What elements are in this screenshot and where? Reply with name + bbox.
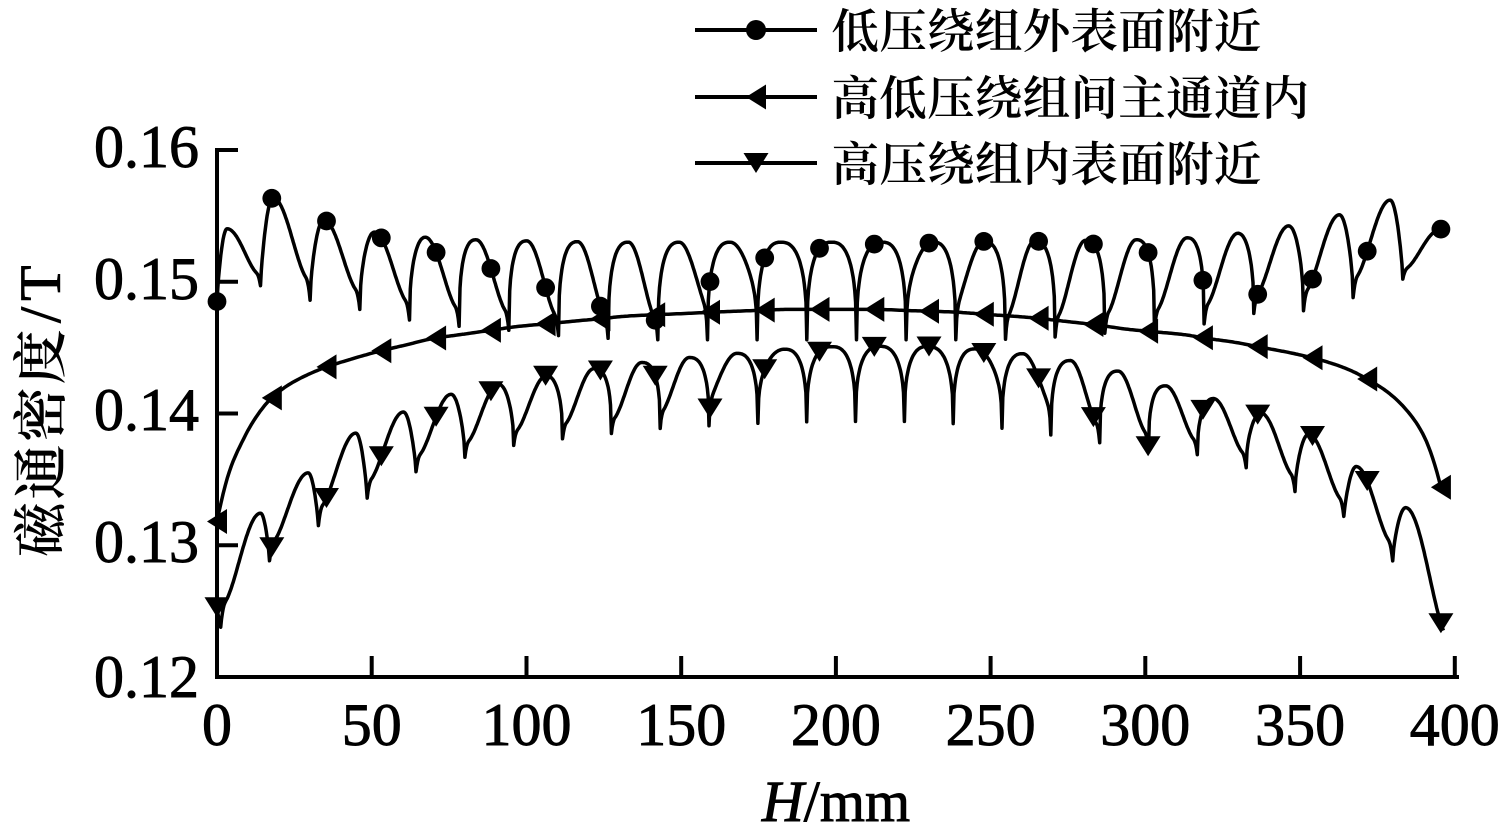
svg-text:200: 200	[791, 692, 881, 758]
svg-text:0.12: 0.12	[94, 644, 199, 710]
svg-text:/T: /T	[8, 259, 73, 323]
svg-text:250: 250	[946, 692, 1036, 758]
svg-text:150: 150	[636, 692, 726, 758]
svg-text:0.15: 0.15	[94, 246, 199, 312]
svg-text:50: 50	[342, 692, 402, 758]
svg-text:300: 300	[1100, 692, 1190, 758]
svg-text:350: 350	[1255, 692, 1345, 758]
svg-text:0.13: 0.13	[94, 509, 199, 575]
svg-text:0: 0	[202, 692, 232, 758]
svg-text:0.14: 0.14	[94, 377, 199, 443]
svg-text:0.16: 0.16	[94, 114, 199, 180]
svg-text:400: 400	[1410, 692, 1500, 758]
svg-text:100: 100	[482, 692, 572, 758]
svg-text:H/mm: H/mm	[761, 769, 910, 831]
